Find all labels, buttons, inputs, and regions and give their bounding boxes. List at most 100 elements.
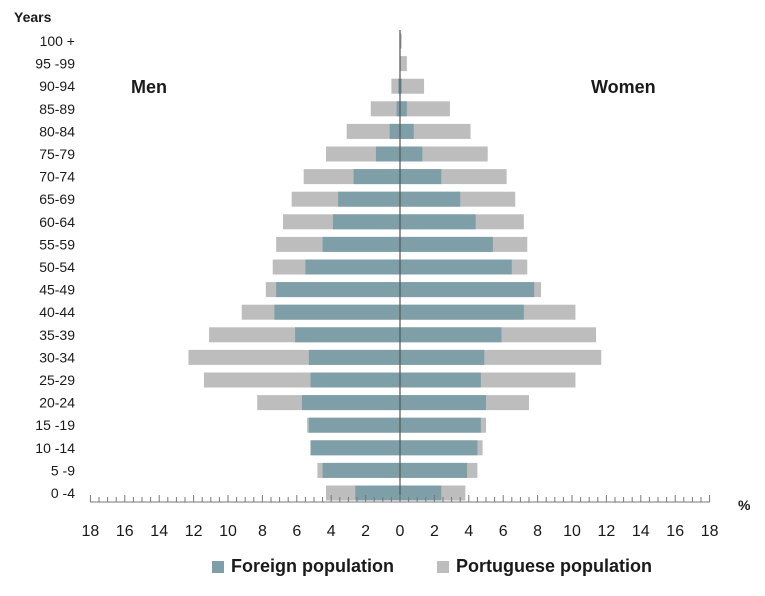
bar-men-foreign-30-34 xyxy=(308,349,400,365)
age-label-100: 100 + xyxy=(40,33,75,49)
age-label-15-19: 15 -19 xyxy=(35,417,75,433)
bar-men-foreign-10-14 xyxy=(310,440,400,456)
men-label: Men xyxy=(131,77,167,97)
bar-men-foreign-85-89 xyxy=(396,101,400,117)
x-axis: 18 16 14 12 10 8 6 4 2 0 2 4 6 8 10 12 14 16 18 xyxy=(82,30,719,540)
x-tick-label: 14 xyxy=(632,523,650,540)
age-label-75-79: 75-79 xyxy=(39,146,75,162)
age-label-20-24: 20-24 xyxy=(39,395,75,411)
bar-women-foreign-15-19 xyxy=(400,417,481,433)
age-label-85-89: 85-89 xyxy=(39,101,75,117)
bar-women-foreign-5-9 xyxy=(400,462,468,478)
legend: Foreign population Portuguese population xyxy=(212,556,652,576)
bar-men-outer-90-94 xyxy=(391,78,400,94)
bar-men-foreign-75-79 xyxy=(375,146,400,162)
bar-women-foreign-65-69 xyxy=(400,191,461,207)
x-tick-label: 12 xyxy=(598,523,616,540)
age-label-70-74: 70-74 xyxy=(39,169,75,185)
age-label-95-99: 95 -99 xyxy=(35,56,75,72)
x-tick-label: 16 xyxy=(116,523,134,540)
age-label-45-49: 45-49 xyxy=(39,282,75,298)
bar-men-foreign-20-24 xyxy=(301,395,400,411)
x-unit-label: % xyxy=(738,497,751,513)
age-label-60-64: 60-64 xyxy=(39,214,75,230)
women-label: Women xyxy=(591,77,656,97)
age-label-0-4: 0 -4 xyxy=(51,485,75,501)
bar-men-foreign-45-49 xyxy=(276,282,400,298)
bar-women-outer-90-94 xyxy=(400,78,425,94)
bar-women-foreign-45-49 xyxy=(400,282,535,298)
age-label-40-44: 40-44 xyxy=(39,304,75,320)
bar-women-foreign-80-84 xyxy=(400,123,414,139)
age-labels-layer: 100 + 95 -99 90-94 85-89 80-84 75-79 70-74 65-6… xyxy=(35,33,75,501)
bar-women-foreign-25-29 xyxy=(400,372,481,388)
age-label-5-9: 5 -9 xyxy=(51,462,75,478)
bar-women-foreign-60-64 xyxy=(400,214,476,230)
bar-women-outer-100 xyxy=(400,33,402,49)
bar-men-foreign-0-4 xyxy=(355,485,400,501)
x-tick-label: 16 xyxy=(666,523,684,540)
bar-women-foreign-75-79 xyxy=(400,146,423,162)
x-tick-label: 12 xyxy=(185,523,203,540)
bar-women-foreign-35-39 xyxy=(400,327,502,343)
bar-women-outer-95-99 xyxy=(400,56,407,72)
bar-men-foreign-55-59 xyxy=(322,236,400,252)
legend-swatch-foreign xyxy=(212,561,224,573)
bar-men-outer-80-84 xyxy=(346,123,400,139)
x-tick-label: 18 xyxy=(701,523,719,540)
bar-men-foreign-60-64 xyxy=(332,214,400,230)
legend-swatch-portuguese xyxy=(437,561,449,573)
x-tick-label: 8 xyxy=(533,523,542,540)
age-label-30-34: 30-34 xyxy=(39,349,75,365)
x-tick-label: 14 xyxy=(150,523,168,540)
x-tick-label: 8 xyxy=(258,523,267,540)
age-label-90-94: 90-94 xyxy=(39,78,75,94)
age-label-25-29: 25-29 xyxy=(39,372,75,388)
bar-women-foreign-55-59 xyxy=(400,236,493,252)
age-label-55-59: 55-59 xyxy=(39,236,75,252)
x-tick-label: 2 xyxy=(430,523,439,540)
bar-women-foreign-0-4 xyxy=(400,485,442,501)
bar-men-foreign-50-54 xyxy=(305,259,400,275)
bar-men-foreign-90-94 xyxy=(398,78,400,94)
y-axis-title: Years xyxy=(14,9,52,25)
x-tick-label: 6 xyxy=(499,523,508,540)
age-label-10-14: 10 -14 xyxy=(35,440,75,456)
x-tick-label: 10 xyxy=(219,523,237,540)
bar-women-foreign-10-14 xyxy=(400,440,478,456)
bar-women-foreign-85-89 xyxy=(400,101,407,117)
x-tick-label: 10 xyxy=(563,523,581,540)
bar-women-foreign-50-54 xyxy=(400,259,512,275)
bar-women-outer-80-84 xyxy=(400,123,471,139)
bar-men-foreign-70-74 xyxy=(353,169,400,185)
bar-men-foreign-35-39 xyxy=(295,327,400,343)
bar-women-foreign-30-34 xyxy=(400,349,485,365)
x-tick-label: 2 xyxy=(361,523,370,540)
bars-layer xyxy=(188,33,602,501)
x-tick-label: 18 xyxy=(82,523,100,540)
bar-women-foreign-20-24 xyxy=(400,395,486,411)
bar-men-foreign-15-19 xyxy=(308,417,400,433)
bar-women-outer-85-89 xyxy=(400,101,450,117)
bar-men-foreign-80-84 xyxy=(389,123,400,139)
bar-men-foreign-5-9 xyxy=(322,462,400,478)
legend-label-portuguese: Portuguese population xyxy=(456,556,652,576)
bar-men-outer-85-89 xyxy=(370,101,400,117)
age-label-50-54: 50-54 xyxy=(39,259,75,275)
age-label-35-39: 35-39 xyxy=(39,327,75,343)
x-tick-label: 6 xyxy=(292,523,301,540)
bar-men-foreign-25-29 xyxy=(310,372,400,388)
bar-women-foreign-70-74 xyxy=(400,169,442,185)
bar-men-foreign-65-69 xyxy=(338,191,400,207)
x-tick-label: 4 xyxy=(327,523,336,540)
x-tick-label: 4 xyxy=(464,523,473,540)
x-tick-label: 0 xyxy=(396,523,405,540)
legend-label-foreign: Foreign population xyxy=(231,556,394,576)
age-label-80-84: 80-84 xyxy=(39,123,75,139)
bar-women-foreign-90-94 xyxy=(400,78,402,94)
bar-women-foreign-40-44 xyxy=(400,304,524,320)
bar-men-foreign-40-44 xyxy=(274,304,400,320)
age-label-65-69: 65-69 xyxy=(39,191,75,207)
